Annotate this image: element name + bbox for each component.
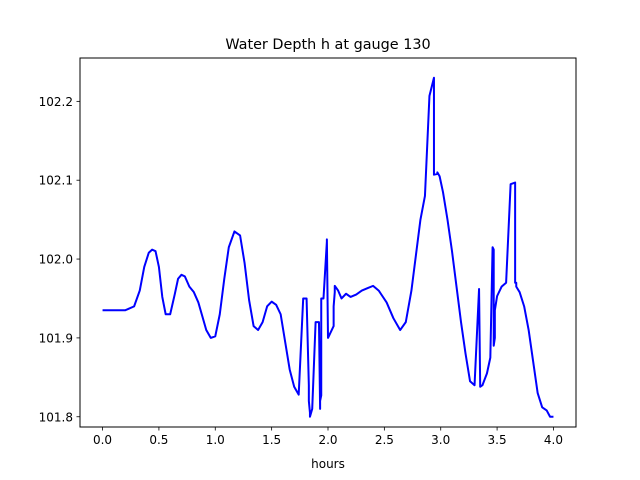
y-tick-label: 102.1	[39, 174, 73, 188]
y-tick-label: 101.9	[39, 331, 73, 345]
x-axis-label: hours	[311, 457, 345, 471]
plot-area	[102, 76, 554, 418]
x-axis: 0.0 0.5 1.0 1.5 2.0 2.5 3.0 3.5 4.0	[93, 427, 563, 447]
x-tick-label: 4.0	[544, 433, 563, 447]
series-line-1	[102, 76, 554, 418]
y-tick-label: 102.2	[39, 95, 73, 109]
y-axis: 101.8 101.9 102.0 102.1 102.2	[39, 95, 80, 424]
x-tick-label: 1.0	[206, 433, 225, 447]
x-tick-label: 2.0	[318, 433, 337, 447]
plot-frame	[79, 57, 577, 428]
x-tick-label: 2.5	[375, 433, 394, 447]
x-tick-label: 0.0	[93, 433, 112, 447]
chart-title: Water Depth h at gauge 130	[225, 37, 430, 53]
x-tick-label: 3.0	[431, 433, 450, 447]
y-tick-label: 101.8	[39, 410, 73, 424]
y-tick-label: 102.0	[39, 253, 73, 267]
x-tick-label: 1.5	[262, 433, 281, 447]
x-tick-label: 3.5	[488, 433, 507, 447]
x-tick-label: 0.5	[149, 433, 168, 447]
